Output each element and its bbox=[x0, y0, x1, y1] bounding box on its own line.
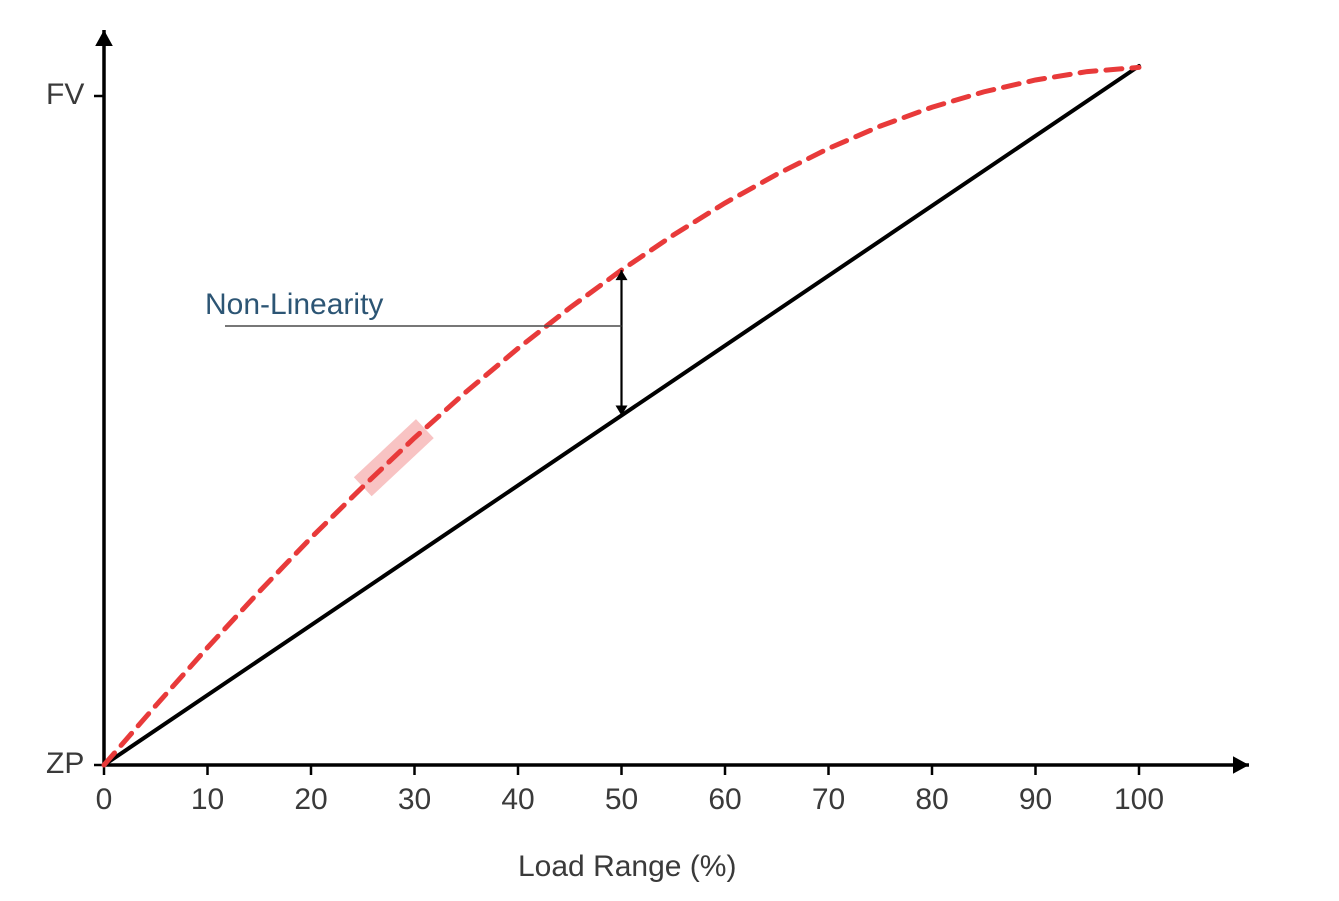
nonlinearity-annotation-label: Non-Linearity bbox=[205, 288, 383, 322]
x-tick-label: 0 bbox=[74, 783, 134, 817]
x-tick-label: 100 bbox=[1109, 783, 1169, 817]
x-tick-label: 90 bbox=[1006, 783, 1066, 817]
y-axis-label-bottom: ZP bbox=[46, 747, 84, 781]
x-tick-label: 80 bbox=[902, 783, 962, 817]
x-tick-label: 30 bbox=[385, 783, 445, 817]
x-axis-title: Load Range (%) bbox=[518, 850, 736, 884]
x-tick-label: 20 bbox=[281, 783, 341, 817]
x-tick-label: 70 bbox=[799, 783, 859, 817]
y-axis-label-top: FV bbox=[46, 78, 84, 112]
x-tick-label: 10 bbox=[178, 783, 238, 817]
chart-svg bbox=[0, 0, 1339, 901]
nonlinearity-chart: ZP FV Load Range (%) Non-Linearity 0 10 20… bbox=[0, 0, 1339, 901]
x-tick-label: 60 bbox=[695, 783, 755, 817]
x-tick-label: 40 bbox=[488, 783, 548, 817]
x-tick-label: 50 bbox=[592, 783, 652, 817]
